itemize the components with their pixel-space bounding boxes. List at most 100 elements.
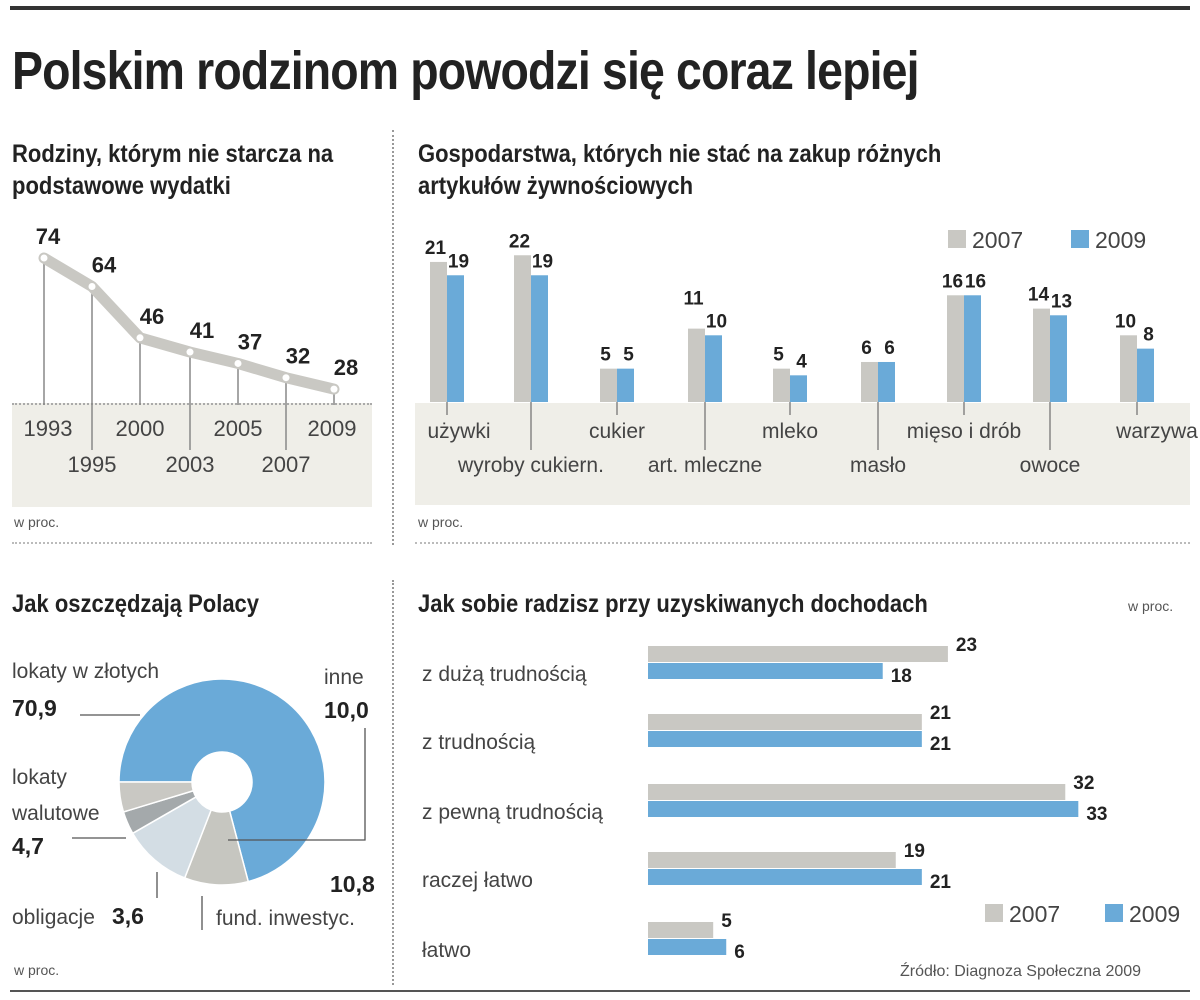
bar-value: 21 <box>930 734 952 755</box>
slice-value: 10,8 <box>330 871 375 897</box>
x-tick-label: 1995 <box>68 452 117 477</box>
bar-value: 5 <box>721 911 732 932</box>
bar-2007 <box>1120 335 1137 402</box>
bar-value: 10 <box>1115 311 1136 332</box>
legend-swatch-2007 <box>948 230 966 248</box>
bar-value: 5 <box>623 345 634 366</box>
slice-label: inne <box>324 666 364 689</box>
bar-2009 <box>531 275 548 402</box>
horizontal-bar-chart: z dużą trudnością 23 18 z trudnością 21 21 z p… <box>422 635 1180 963</box>
divider <box>392 580 394 985</box>
category-label: raczej łatwo <box>422 869 533 892</box>
slice-value: 70,9 <box>12 695 57 721</box>
category-label: owoce <box>1020 454 1081 477</box>
category-label: z dużą trudnością <box>422 663 587 686</box>
category-label: warzywa <box>1115 420 1198 443</box>
bar-value: 19 <box>532 251 553 272</box>
bar-value: 6 <box>861 338 872 359</box>
bar-value: 21 <box>425 238 447 259</box>
bar-value: 22 <box>509 231 530 252</box>
bar-value: 21 <box>930 703 952 724</box>
data-label: 74 <box>36 224 61 249</box>
bar-2009 <box>1137 348 1154 402</box>
line-chart-title: Rodziny, którym nie starcza na podstawow… <box>12 140 334 200</box>
bar-2009 <box>648 663 883 679</box>
category-label: wyroby cukiern. <box>457 454 604 477</box>
bar-2007 <box>1033 308 1050 402</box>
bar-2007 <box>600 368 617 402</box>
axis-band <box>12 403 372 507</box>
slice-value: 10,0 <box>324 697 369 723</box>
bar-2009 <box>878 361 895 402</box>
bar-value: 21 <box>930 872 952 893</box>
bar-value: 5 <box>600 345 611 366</box>
legend-swatch-2007 <box>985 904 1003 922</box>
page-title: Polskim rodzinom powodzi się coraz lepie… <box>12 41 919 101</box>
data-label: 41 <box>190 318 214 343</box>
category-label: łatwo <box>422 939 471 962</box>
bar-2007 <box>648 922 714 938</box>
bar-value: 23 <box>956 635 977 656</box>
slice <box>118 781 195 813</box>
data-point <box>186 348 194 356</box>
bar-value: 19 <box>904 841 925 862</box>
unit-note: w proc. <box>418 514 464 530</box>
bar-value: 19 <box>448 251 469 272</box>
category-label: używki <box>427 420 490 443</box>
legend-swatch-2009 <box>1105 904 1123 922</box>
unit-note: w proc. <box>14 962 60 978</box>
bar-value: 6 <box>884 338 895 359</box>
category-label: z trudnością <box>422 731 536 754</box>
data-label: 46 <box>140 304 164 329</box>
bar-2007 <box>648 784 1066 800</box>
x-tick-label: 2009 <box>308 416 357 441</box>
slice-label: fund. inwestyc. <box>216 907 355 930</box>
divider <box>415 542 1190 544</box>
slice-label: lokaty <box>12 766 67 789</box>
bar-2009 <box>648 939 727 955</box>
bar-2007 <box>430 261 447 402</box>
bar-2007 <box>773 368 790 402</box>
bar-value: 10 <box>706 311 727 332</box>
unit-note: w proc. <box>14 514 60 530</box>
category-label: z pewną trudnością <box>422 801 603 824</box>
leader-line <box>228 728 366 841</box>
slice-label: obligacje <box>12 906 95 929</box>
data-point <box>234 359 242 367</box>
divider <box>12 542 372 544</box>
slice-label: lokaty w złotych <box>12 660 159 683</box>
data-label: 32 <box>286 344 310 369</box>
pie-chart-title: Jak oszczędzają Polacy <box>12 590 260 618</box>
slice <box>118 678 326 883</box>
bar-value: 32 <box>1073 773 1094 794</box>
bar-2009 <box>790 375 807 402</box>
bar-2009 <box>617 368 634 402</box>
bar-value: 13 <box>1051 291 1072 312</box>
bottom-rule <box>10 990 1190 992</box>
bar-value: 14 <box>1028 285 1050 306</box>
data-label: 37 <box>238 329 262 354</box>
bar-2007 <box>514 255 531 402</box>
bar-2007 <box>648 852 896 868</box>
legend-label: 2009 <box>1129 901 1180 927</box>
bar-value: 6 <box>734 942 745 963</box>
category-label: masło <box>850 454 906 477</box>
bar-2007 <box>688 328 705 402</box>
category-label: cukier <box>589 420 645 443</box>
x-tick-label: 2000 <box>116 416 165 441</box>
legend-label: 2009 <box>1095 227 1146 253</box>
data-label: 28 <box>334 355 358 380</box>
data-point <box>136 334 144 342</box>
bar-value: 11 <box>683 289 704 310</box>
bar-2009 <box>648 801 1079 817</box>
legend-label: 2007 <box>972 227 1023 253</box>
bar-value: 8 <box>1143 325 1154 346</box>
legend-swatch-2009 <box>1071 230 1089 248</box>
bar-value: 18 <box>891 666 912 687</box>
data-point <box>88 283 96 290</box>
category-label: art. mleczne <box>648 454 762 477</box>
x-tick-label: 1993 <box>24 416 73 441</box>
bar-2009 <box>1050 315 1067 402</box>
category-label: mleko <box>762 420 818 443</box>
